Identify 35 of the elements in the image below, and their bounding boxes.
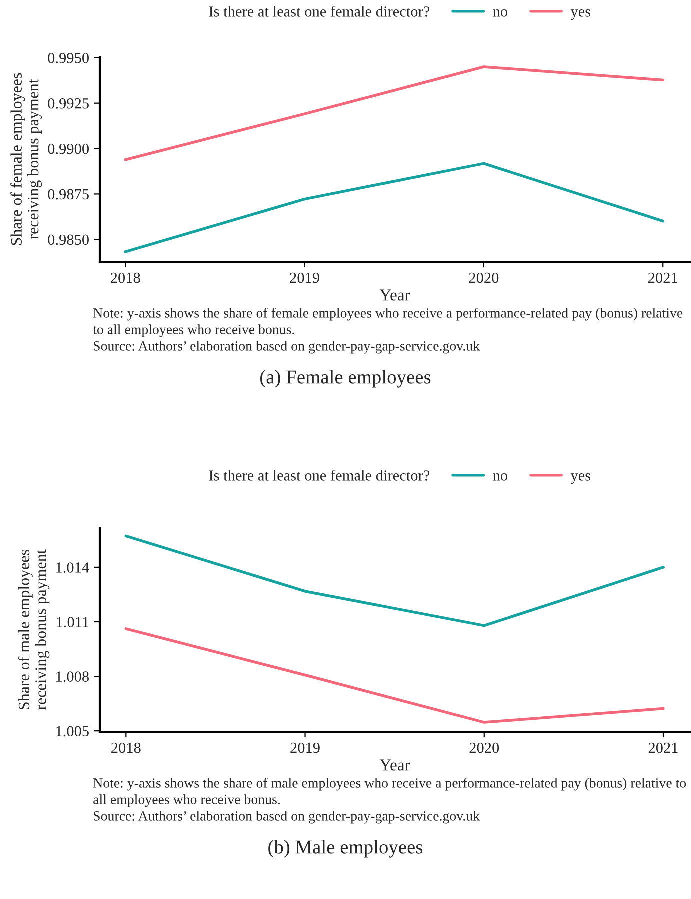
x-tick-label: 2020 — [470, 742, 500, 754]
y-tick-label: 0.9875 — [48, 189, 89, 200]
legend-title: Is there at least one female director? — [209, 6, 430, 17]
x-tick-label: 2021 — [648, 272, 678, 284]
x-axis-title: Year — [380, 290, 410, 301]
y-tick-label: 1.008 — [56, 672, 89, 682]
line-series — [124, 66, 665, 162]
legend-label: no — [493, 474, 508, 481]
y-tick-label: 1.005 — [56, 726, 89, 737]
legend-title: Is there at least one female director? — [209, 470, 430, 481]
x-tick-label: 2020 — [469, 272, 499, 284]
y-tick-label: 0.9925 — [48, 98, 89, 109]
y-tick-label: 1.014 — [56, 562, 90, 573]
y-axis-title: Share of female employees receiving bonus payment — [10, 73, 42, 246]
x-tick-label: 2018 — [111, 272, 140, 284]
y-tick-label: 0.9950 — [48, 53, 89, 64]
line-series — [124, 628, 665, 724]
x-tick-label: 2018 — [112, 742, 141, 754]
x-tick-label: 2021 — [648, 742, 678, 754]
text: (b) Male employees — [268, 840, 423, 858]
x-tick-label: 2019 — [290, 742, 320, 754]
legend-label: no — [493, 10, 508, 17]
text: (a) Female employees — [260, 370, 431, 388]
x-tick-label: 2019 — [290, 272, 320, 284]
legend-label: yes — [570, 10, 591, 20]
line-series — [124, 534, 665, 628]
x-axis-title: Year — [380, 760, 410, 771]
text: Note: y-axis shows the share of female employees who receive a performance-related pay (bonus) relative to all employees who receive bonus. Source: Authors’ elaboration based on gender-pay-gap-service.gov.uk — [93, 308, 683, 354]
y-tick-label: 1.011 — [57, 617, 89, 628]
line-series — [124, 162, 665, 254]
y-axis-title: Share of male employees receiving bonus payment — [18, 550, 50, 710]
y-tick-label: 0.9850 — [48, 234, 89, 246]
text: Note: y-axis shows the share of male employees who receive a performance-related pay (bonus) relative to all employees who receive bonus. Source: Authors’ elaboration based on gender-pay-gap-service.gov.uk — [93, 778, 686, 824]
y-tick-label: 0.9900 — [48, 144, 89, 154]
legend-label: yes — [570, 474, 591, 484]
